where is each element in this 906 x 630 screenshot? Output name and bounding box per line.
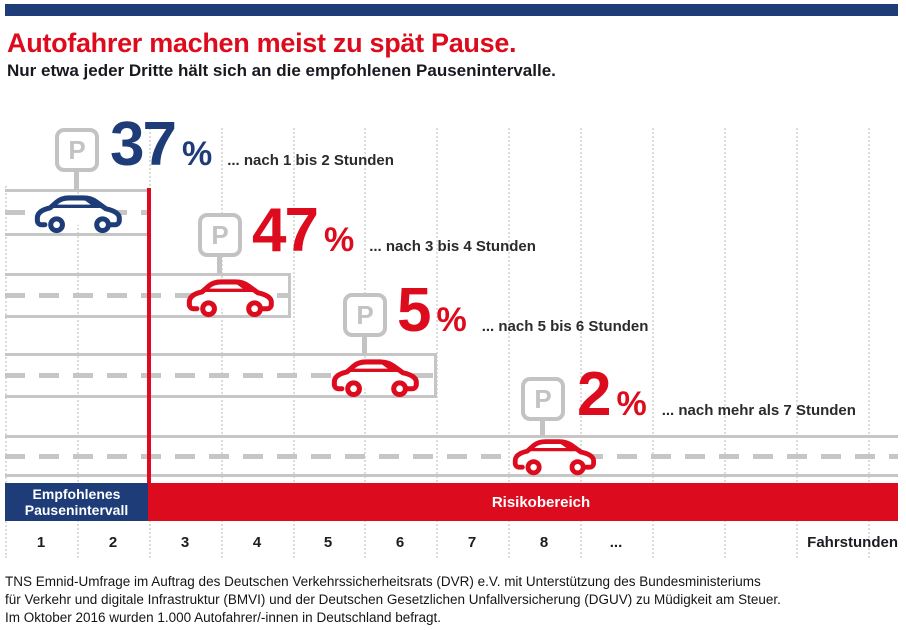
source-line: für Verkehr und digitale Infrastruktur (… (5, 592, 781, 607)
road-lane-line (5, 353, 437, 356)
road-lane-line (5, 233, 148, 236)
gridline (293, 128, 295, 558)
axis-tick: 4 (252, 534, 262, 551)
car-icon (331, 359, 419, 398)
top-accent-bar (5, 4, 898, 16)
gridline (508, 128, 510, 558)
stat-unit: % (323, 221, 355, 259)
road-lane-line (5, 435, 898, 438)
stat-label: ... nach mehr als 7 Stunden (661, 402, 856, 419)
gridline (580, 128, 582, 558)
gridline (868, 128, 870, 558)
gridline (796, 128, 798, 558)
stat-unit: % (181, 135, 213, 173)
gridline (652, 128, 654, 558)
gridline (221, 128, 223, 558)
parking-letter: P (68, 134, 86, 165)
gridline (5, 186, 7, 558)
gridline (77, 128, 79, 558)
car-icon (186, 279, 274, 318)
zone-recommended-label: Empfohlenes Pausenintervall (25, 486, 129, 518)
gridline (436, 128, 438, 558)
axis-tick: 2 (108, 534, 118, 551)
road-lane-end (434, 353, 437, 398)
source-line: TNS Emnid-Umfrage im Auftrag des Deutsch… (5, 574, 761, 589)
stat-value: 37 (110, 110, 177, 179)
parking-sign-pole (540, 419, 545, 436)
axis-tick: 3 (180, 534, 190, 551)
road-lane-dash (5, 373, 437, 378)
page-title: Autofahrer machen meist zu spät Pause. (7, 28, 517, 58)
zone-risk-label: Risikobereich (491, 493, 591, 511)
risk-boundary-line (147, 188, 151, 486)
stat-value: 47 (252, 196, 319, 265)
stat-value: 2 (577, 360, 612, 429)
stat-row: 5 % ... nach 5 bis 6 Stunden (397, 280, 648, 342)
axis-label: Fahrstunden (807, 534, 898, 551)
road-lane-line (5, 189, 148, 192)
stat-unit: % (436, 301, 467, 339)
stat-value: 5 (397, 276, 432, 345)
parking-letter: P (534, 383, 552, 414)
stat-label: ... nach 1 bis 2 Stunden (227, 152, 394, 169)
source-line: Im Oktober 2016 wurden 1.000 Autofahrer/… (5, 610, 442, 625)
car-icon (34, 195, 122, 234)
zone-label-line1: Empfohlenes (32, 485, 121, 502)
stat-label: ... nach 5 bis 6 Stunden (481, 318, 649, 335)
stat-row: 37 % ... nach 1 bis 2 Stunden (110, 114, 394, 176)
axis-tick: 1 (36, 534, 46, 551)
axis-tick: 6 (395, 534, 405, 551)
road-lane-dash (5, 454, 898, 459)
parking-letter: P (211, 219, 229, 250)
parking-sign-pole (217, 255, 222, 274)
axis-tick: 5 (323, 534, 333, 551)
road-lane-line (5, 474, 898, 477)
stat-row: 2 % ... nach mehr als 7 Stunden (577, 364, 856, 426)
page-subtitle: Nur etwa jeder Dritte hält sich an die e… (7, 61, 556, 80)
parking-letter: P (356, 299, 374, 330)
stat-row: 47 % ... nach 3 bis 4 Stunden (252, 200, 536, 262)
parking-sign-pole (362, 335, 367, 354)
parking-sign-pole (74, 170, 79, 190)
gridline (724, 128, 726, 558)
parking-icon: P (198, 213, 242, 257)
axis-tick: 7 (467, 534, 477, 551)
car-icon (512, 439, 596, 476)
road-lane-line (5, 395, 437, 398)
parking-icon: P (521, 377, 565, 421)
zone-label-line2: Pausenintervall (24, 502, 129, 518)
axis-tick: ... (609, 534, 623, 551)
source-note: TNS Emnid-Umfrage im Auftrag des Deutsch… (5, 573, 901, 627)
road-lane-end (288, 273, 291, 318)
stat-unit: % (616, 385, 647, 423)
zone-recommended-interval: Empfohlenes Pausenintervall (5, 483, 148, 521)
axis-tick: 8 (539, 534, 549, 551)
parking-icon: P (343, 293, 387, 337)
zone-risk-area: Risikobereich (148, 483, 898, 521)
parking-icon: P (55, 128, 99, 172)
stat-label: ... nach 3 bis 4 Stunden (369, 238, 536, 255)
